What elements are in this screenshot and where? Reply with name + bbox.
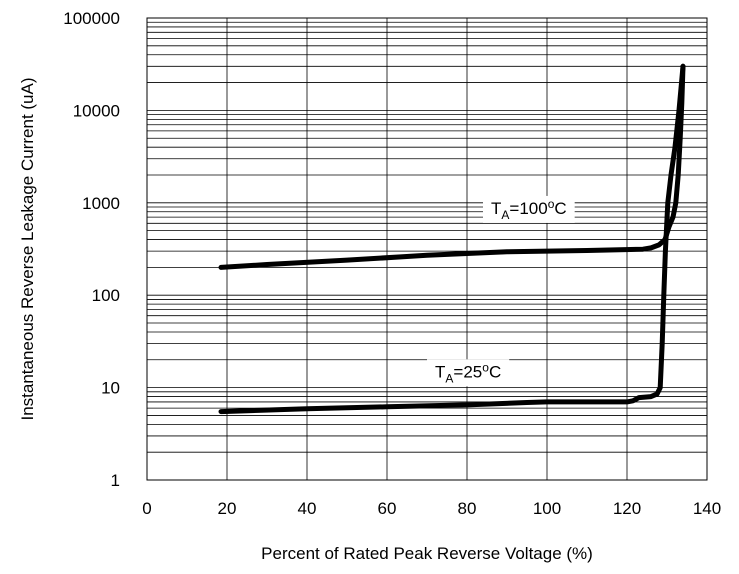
- x-tick-label: 20: [218, 499, 237, 518]
- series-label-background: [427, 359, 510, 387]
- x-tick-label: 100: [533, 499, 561, 518]
- x-tick-label: 40: [298, 499, 317, 518]
- x-axis-title: Percent of Rated Peak Reverse Voltage (%…: [261, 544, 593, 563]
- x-tick-label: 0: [142, 499, 151, 518]
- plot-grid: [147, 18, 707, 480]
- x-tick-label: 120: [613, 499, 641, 518]
- y-tick-label: 100000: [63, 9, 120, 28]
- series-label-0: TA=100oC: [491, 197, 567, 222]
- y-tick-label: 100: [92, 286, 120, 305]
- y-axis-ticks: 1 10 100 1000 10000 100000: [63, 9, 120, 490]
- x-tick-label: 140: [693, 499, 721, 518]
- y-axis-title: Instantaneous Reverse Leakage Current (u…: [18, 77, 37, 420]
- series-line-1: [218, 63, 686, 415]
- y-tick-label: 1000: [82, 194, 120, 213]
- x-tick-label: 60: [378, 499, 397, 518]
- plot-frame: [146, 17, 708, 481]
- series-label-1: TA=25oC: [435, 360, 501, 385]
- series-group: [218, 63, 686, 415]
- x-axis-ticks: 0 20 40 60 80 100 120 140: [142, 499, 721, 518]
- series-label-background: [483, 195, 575, 223]
- x-tick-label: 80: [458, 499, 477, 518]
- y-tick-label: 10: [101, 379, 120, 398]
- series-labels: TA=100oC TA=25oC: [427, 195, 575, 387]
- y-tick-label: 1: [111, 471, 120, 490]
- y-tick-label: 10000: [73, 101, 120, 120]
- series-line-0: [218, 63, 686, 270]
